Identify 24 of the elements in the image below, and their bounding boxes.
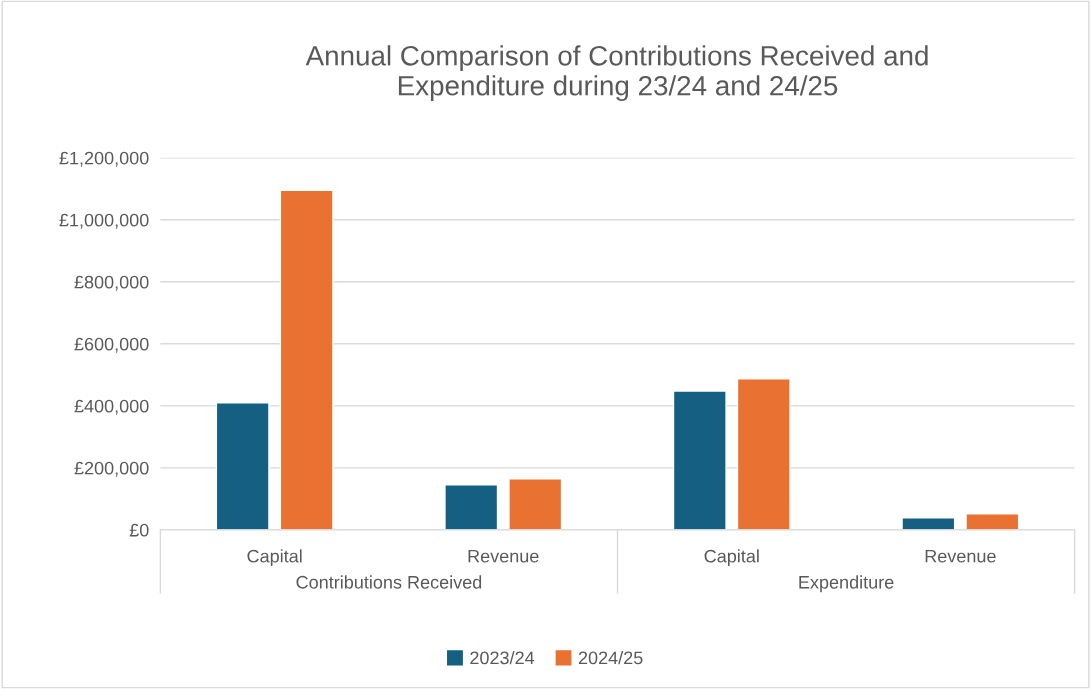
- bar: [444, 484, 499, 530]
- y-tick-label: £800,000: [74, 275, 149, 291]
- bar: [215, 402, 270, 530]
- legend-label: 2024/25: [578, 651, 643, 665]
- x-tick-label: Revenue: [925, 549, 996, 563]
- x-tick-label: Capital: [247, 549, 302, 567]
- x-tick-label: Capital: [704, 549, 759, 567]
- text: Expenditure: [799, 575, 894, 593]
- y-tick-label: £1,000,000: [59, 213, 149, 229]
- text: Contributions Received: [296, 575, 482, 589]
- y-tick-label: £400,000: [74, 399, 149, 415]
- bar: [508, 477, 563, 530]
- y-tick-label: £0: [129, 523, 149, 537]
- chart-title: Annual Comparison of Contributions Received and Expenditure during 23/24 and 24/25: [305, 45, 928, 102]
- x-tick-label: Revenue: [468, 549, 539, 563]
- bar: [672, 390, 727, 530]
- bar: [736, 378, 791, 530]
- y-tick-label: £200,000: [74, 461, 149, 477]
- legend-label: 2023/24: [470, 651, 535, 665]
- y-tick-label: £600,000: [74, 337, 149, 353]
- y-tick-label: £1,200,000: [59, 151, 149, 167]
- bar: [965, 513, 1020, 530]
- bar: [901, 517, 956, 530]
- bar: [279, 189, 334, 530]
